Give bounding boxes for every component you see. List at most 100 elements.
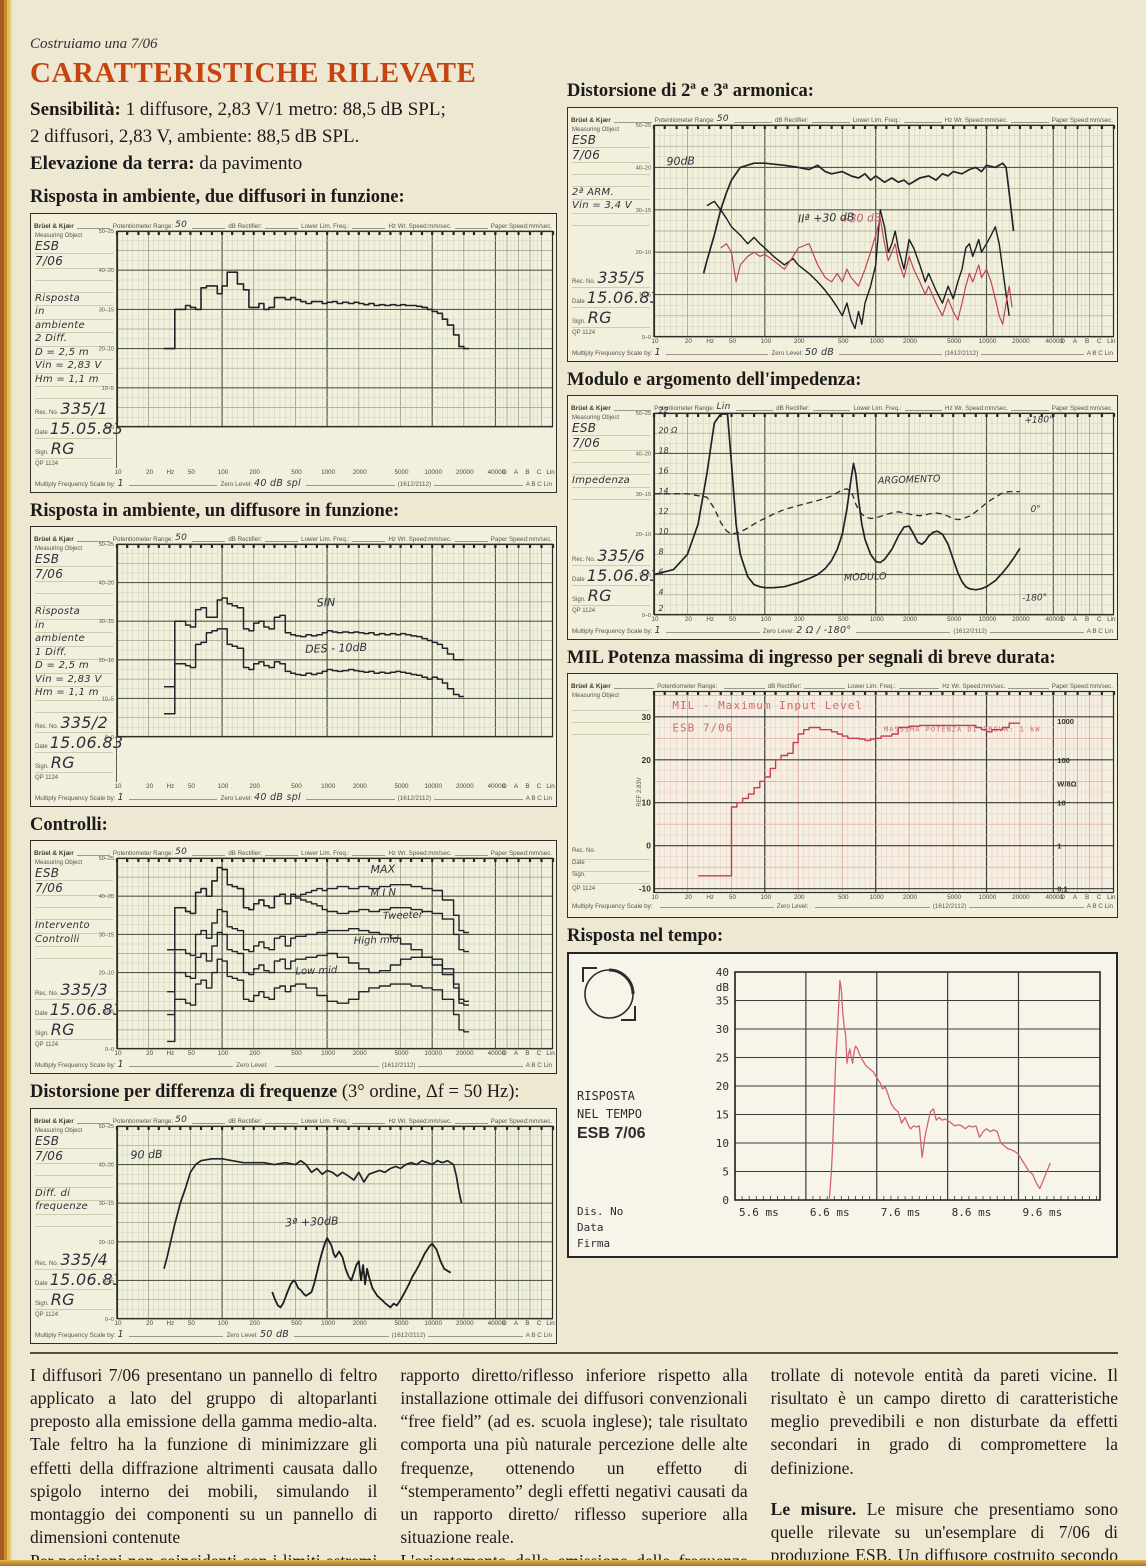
dot-matrix-text: MIL - Maximum Input Level bbox=[672, 699, 863, 712]
db-scale-label: 30–15 bbox=[636, 207, 651, 213]
lower-lim-label: Lower Lim. Freq.: bbox=[847, 683, 896, 691]
pot-range-label: Potentiometer Range: bbox=[654, 116, 715, 124]
lower-lim-label: Lower Lim. Freq.: bbox=[301, 1117, 350, 1125]
x-tick-9.6 ms: 9.6 ms bbox=[1022, 1206, 1062, 1219]
rectifier-label: dB Rectifier: bbox=[228, 850, 263, 858]
rectifier-label: dB Rectifier: bbox=[767, 683, 802, 691]
db-scale-label: 0–0 bbox=[642, 335, 651, 341]
margin-spacer bbox=[572, 226, 650, 268]
freq-tick-Hz: Hz bbox=[166, 469, 175, 477]
form-blank-line bbox=[904, 409, 943, 411]
paper-code: (1612/2112) bbox=[397, 481, 432, 489]
article-body: I diffusori 7/06 presentano un pannello … bbox=[30, 1364, 1118, 1566]
freq-tick-200: 200 bbox=[249, 782, 260, 790]
mm-sec-label: mm/sec. bbox=[1089, 404, 1113, 412]
spec-elevation: Elevazione da terra: da pavimento bbox=[30, 152, 1118, 176]
writing-speed-label: Hz Wr. Speed: bbox=[388, 1117, 429, 1125]
charts-column-right: Distorsione di 2ª e 3ª armonica: Brüel & … bbox=[567, 73, 1118, 1258]
chart-form-footer: Multiply Frequency Scale by: 1 Zero Level:… bbox=[31, 478, 556, 492]
modulo-curve bbox=[653, 413, 1021, 591]
zero-level-label: Zero Level: bbox=[771, 349, 803, 357]
spec-sensibility-2: 2 diffusori, 2,83 V, ambiente: 88,5 dB S… bbox=[30, 125, 1118, 149]
freq-tick-500: 500 bbox=[838, 894, 849, 902]
form-blank-line bbox=[613, 688, 655, 690]
annotation-+180°: +180° bbox=[1024, 415, 1054, 426]
mm-sec-label: mm/sec. bbox=[1089, 683, 1113, 691]
form-blank-line bbox=[274, 1066, 379, 1068]
freq-tick-10: 10 bbox=[114, 1050, 122, 1058]
freq-tick-Hz: Hz bbox=[166, 1319, 175, 1327]
y-tick-25: 25 bbox=[716, 1051, 729, 1064]
margin-spacer bbox=[35, 1227, 113, 1250]
lower-lim-label: Lower Lim. Freq.: bbox=[301, 536, 350, 544]
freq-tick-2000: 2000 bbox=[352, 1319, 367, 1327]
freq-tick-10000: 10000 bbox=[978, 894, 997, 902]
multiply-label: Multiply Frequency Scale by: bbox=[35, 1331, 116, 1339]
freq-tick-40000: 40000 bbox=[487, 782, 506, 790]
right-axis-label: 1000 bbox=[1057, 717, 1074, 726]
body-column-1: I diffusori 7/06 presentano un pannello … bbox=[30, 1364, 377, 1566]
annotation-10: 10 bbox=[658, 527, 668, 536]
chart-plot-svg: 50–25 40–20 30–15 20–10 10–5 0–0 90 dB 3ª +30dB bbox=[99, 1124, 555, 1323]
measuring-object-value: ESB bbox=[35, 552, 113, 568]
body-paragraph: trollate di notevole entità da pareti vi… bbox=[770, 1364, 1118, 1478]
form-blank-line bbox=[35, 582, 113, 595]
freq-tick-D: D bbox=[502, 469, 507, 477]
rec-no-label: Rec. No. bbox=[35, 723, 59, 730]
mil-curve-curve bbox=[698, 722, 1020, 877]
db-scale-label: 20–10 bbox=[99, 1239, 114, 1245]
handwritten-note: D = 2,5 m bbox=[35, 347, 113, 361]
chart-body: Measuring Object ESB 7/06 Impedenza Rec. No.… bbox=[568, 406, 1117, 619]
form-blank-line bbox=[35, 1164, 113, 1176]
db-scale-label: 30–15 bbox=[636, 492, 651, 498]
multiply-value: 1 bbox=[117, 1328, 124, 1340]
freq-tick-500: 500 bbox=[838, 337, 849, 345]
pot-range-value: 50 bbox=[175, 847, 188, 858]
annotation-IIª +30 dB: IIª +30 dB bbox=[798, 210, 855, 225]
chart-margin-column: Measuring Object ESB 7/06 Risposta in ambient… bbox=[31, 230, 123, 469]
db-scale-label: 50–25 bbox=[99, 1124, 114, 1130]
handwritten-note: Intervento bbox=[35, 920, 113, 934]
plot-frame bbox=[653, 412, 1115, 616]
distorsione-3-ordine-curve bbox=[271, 1236, 452, 1308]
mm-sec-label: mm/sec. bbox=[428, 850, 452, 858]
annotation-+30 dB: +30 dB bbox=[840, 211, 882, 225]
handwritten-note: Hm = 1,1 m bbox=[35, 687, 113, 701]
paper-speed-label: Paper Speed: bbox=[490, 850, 529, 858]
multiply-label: Multiply Frequency Scale by: bbox=[35, 481, 116, 489]
handwritten-note: frequenze bbox=[35, 1201, 113, 1215]
measuring-object-value: 7/06 bbox=[35, 881, 113, 897]
date-row: Date 15.06.83 bbox=[572, 288, 660, 308]
article-eyebrow: Costruiamo una 7/06 bbox=[30, 36, 158, 52]
form-blank-line bbox=[665, 631, 760, 633]
db-scale-label: 10–5 bbox=[102, 1278, 114, 1284]
freq-tick-200: 200 bbox=[249, 469, 260, 477]
freq-tick-20000: 20000 bbox=[456, 782, 474, 790]
annotation-4: 4 bbox=[658, 588, 663, 597]
pot-range-value: Lin bbox=[716, 401, 731, 412]
freq-tick-10000: 10000 bbox=[424, 1319, 442, 1327]
brand-name: Brüel & Kjær bbox=[571, 116, 611, 124]
freq-tick-5000: 5000 bbox=[394, 782, 409, 790]
sign-row: Sign. RG bbox=[35, 1290, 113, 1310]
abc-lin-label: A B C Lin bbox=[1086, 349, 1114, 357]
freq-tick-10: 10 bbox=[114, 469, 122, 477]
chart-r1d: Brüel & Kjær Potentiometer Range: 50 dB Rec… bbox=[30, 526, 557, 807]
freq-tick-C: C bbox=[536, 469, 542, 477]
date-row: Date 15.06.83 bbox=[35, 1270, 123, 1290]
form-blank-line bbox=[1011, 409, 1049, 411]
chart-margin-column: Measuring Object ESB 7/06 Impedenza Rec. No.… bbox=[568, 412, 660, 615]
form-blank-line bbox=[454, 855, 488, 857]
mm-sec-label: mm/sec. bbox=[984, 404, 1009, 412]
argomento-curve bbox=[654, 488, 1020, 535]
form-blank-line bbox=[192, 541, 226, 543]
db-scale-label: 40–20 bbox=[636, 451, 651, 457]
mm-sec-label: mm/sec. bbox=[1089, 116, 1114, 124]
tweeter-curve bbox=[167, 909, 469, 1007]
chart-margin-column: Measuring Object ESB 7/06 2ª ARM. Vin = 3,4 … bbox=[568, 124, 660, 337]
freq-tick-200: 200 bbox=[793, 615, 805, 623]
form-blank-line bbox=[35, 701, 113, 713]
freq-tick-20000: 20000 bbox=[456, 469, 474, 477]
freq-tick-20: 20 bbox=[684, 337, 692, 345]
measuring-object-label: Measuring Object bbox=[572, 126, 620, 133]
